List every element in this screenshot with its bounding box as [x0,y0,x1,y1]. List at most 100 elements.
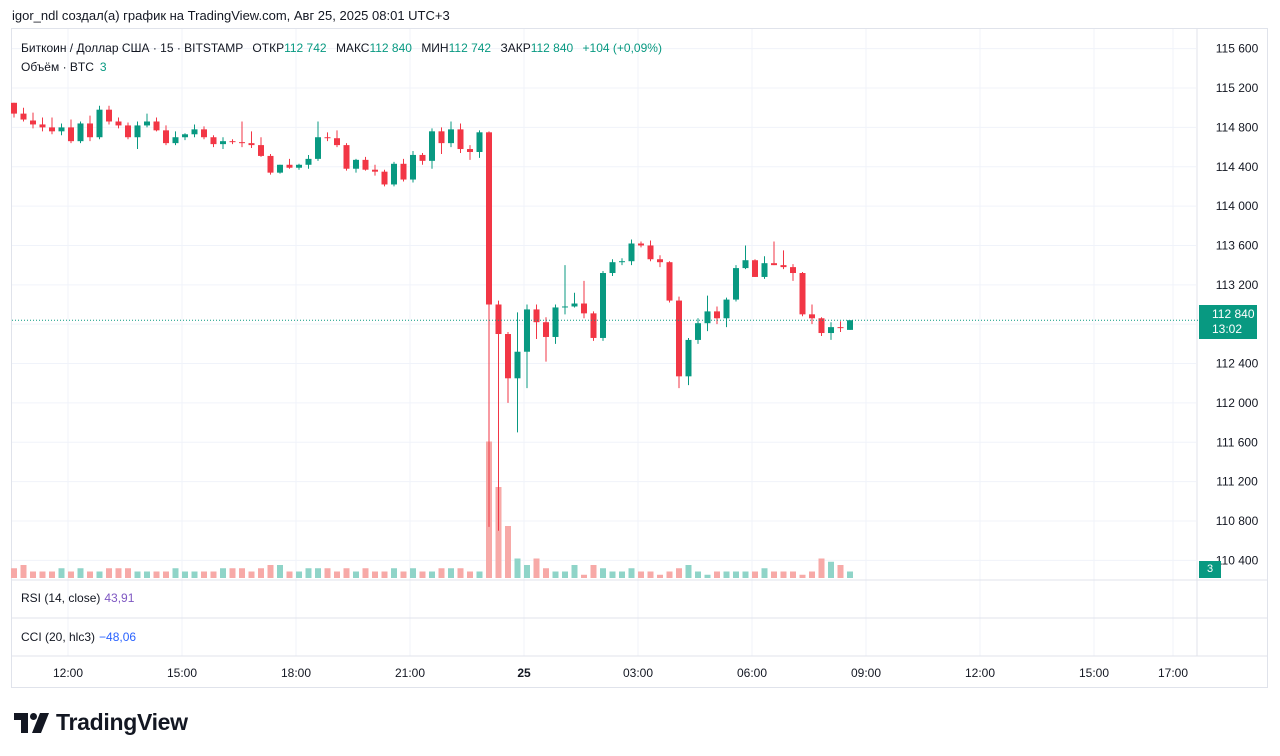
candle-body [20,113,27,120]
volume-bar [752,571,758,578]
last-price-value: 112 840 [1212,307,1255,321]
volume-bar [438,568,445,578]
candle-body [809,314,815,319]
volume-bar [733,571,739,578]
chart-caption: igor_ndl создал(а) график на TradingView… [12,8,450,23]
volume-bar [334,571,340,578]
volume-badge: 3 [1199,561,1221,578]
volume-legend: Объём · BTC 3 [21,60,107,74]
last-price-badge: 112 840 13:02 [1199,305,1257,339]
time-tick-label: 17:00 [1158,666,1188,680]
volume-bar [248,571,255,578]
price-tick-label: 115 600 [1216,42,1259,56]
volume-bars [11,441,853,578]
candle-body [296,164,302,168]
volume-bar [353,571,359,578]
price-tick-label: 114 400 [1216,160,1259,174]
volume-bar [495,487,502,578]
candle-body [305,158,312,165]
candle-body [191,129,198,135]
price-tick-label: 113 200 [1216,278,1259,292]
candle-body [780,265,787,268]
symbol-name: Биткоин / Доллар США · 15 · BITSTAMP [21,41,244,55]
candle-body [733,268,739,300]
rsi-legend[interactable]: RSI (14, close) 43,91 [21,591,134,605]
candle-body [391,163,397,185]
volume-label: Объём · BTC [21,60,94,74]
volume-bar [771,571,777,578]
volume-bar [153,571,160,578]
close-label: ЗАКР [500,41,531,55]
volume-bar [191,571,198,578]
price-tick-label: 111 200 [1216,475,1258,489]
tradingview-logo-text: TradingView [56,709,188,735]
candle-body [58,127,65,132]
volume-bar [49,571,55,578]
volume-value: 3 [99,60,107,74]
candle-body [125,125,131,138]
volume-bar [695,571,701,578]
time-tick-label: 21:00 [395,666,425,680]
price-tick-label: 111 600 [1216,435,1258,449]
candle-body [172,137,179,144]
time-tick-label: 18:00 [281,666,311,680]
candle-body [11,102,17,114]
candle-body [619,261,625,263]
volume-bar [828,561,834,578]
volume-bar [723,571,730,578]
candle-body [666,262,673,301]
volume-bar [96,571,103,578]
chart-frame[interactable] [11,28,1268,688]
candle-body [87,123,93,138]
candle-body [106,109,112,122]
candle-body [182,134,188,138]
cci-legend[interactable]: CCI (20, hlc3) −48,06 [21,630,136,644]
tradingview-logo-icon [14,712,49,733]
candle-body [723,299,730,319]
price-tick-label: 110 400 [1216,553,1259,567]
candle-body [837,327,844,329]
volume-bar [505,526,511,578]
volume-bar [543,568,549,578]
candle-body [229,141,236,143]
volume-bar [704,574,711,578]
volume-bar [562,571,568,578]
volume-bar [115,568,122,578]
candle-body [514,351,521,379]
candle-body [277,164,283,173]
candle-body [286,164,293,168]
volume-bar [790,571,796,578]
rsi-value: 43,91 [104,591,135,605]
tradingview-logo[interactable]: TradingView [14,709,188,736]
volume-bar [666,571,673,578]
grid-lines [12,29,1196,656]
candle-body [448,129,454,144]
volume-bar [210,571,217,578]
volume-bar [448,568,454,578]
candle-body [695,323,701,340]
candle-body [324,137,331,139]
volume-bar [400,571,407,578]
change-value: +104 (+0,09%) [582,41,662,55]
candle-body [600,273,606,338]
price-tick-label: 115 200 [1216,81,1259,95]
volume-bar [628,568,635,578]
time-axis: 12:00 15:00 18:00 21:00 25 03:00 06:00 09:00 12:… [53,666,1188,680]
volume-bar [372,571,378,578]
price-tick-label: 112 400 [1216,357,1259,371]
candle-body [752,260,758,277]
volume-bar [39,571,46,578]
open-value: 112 742 [284,41,327,55]
volume-bar [239,568,245,578]
volume-bar [144,571,150,578]
candle-body [828,327,834,334]
candle-body [115,121,122,126]
candle-body [761,263,768,277]
volume-bar [220,568,226,578]
volume-bar [362,568,369,578]
volume-bar [296,571,302,578]
volume-bar [761,568,768,578]
volume-bar [305,568,312,578]
volume-bar [847,571,853,578]
